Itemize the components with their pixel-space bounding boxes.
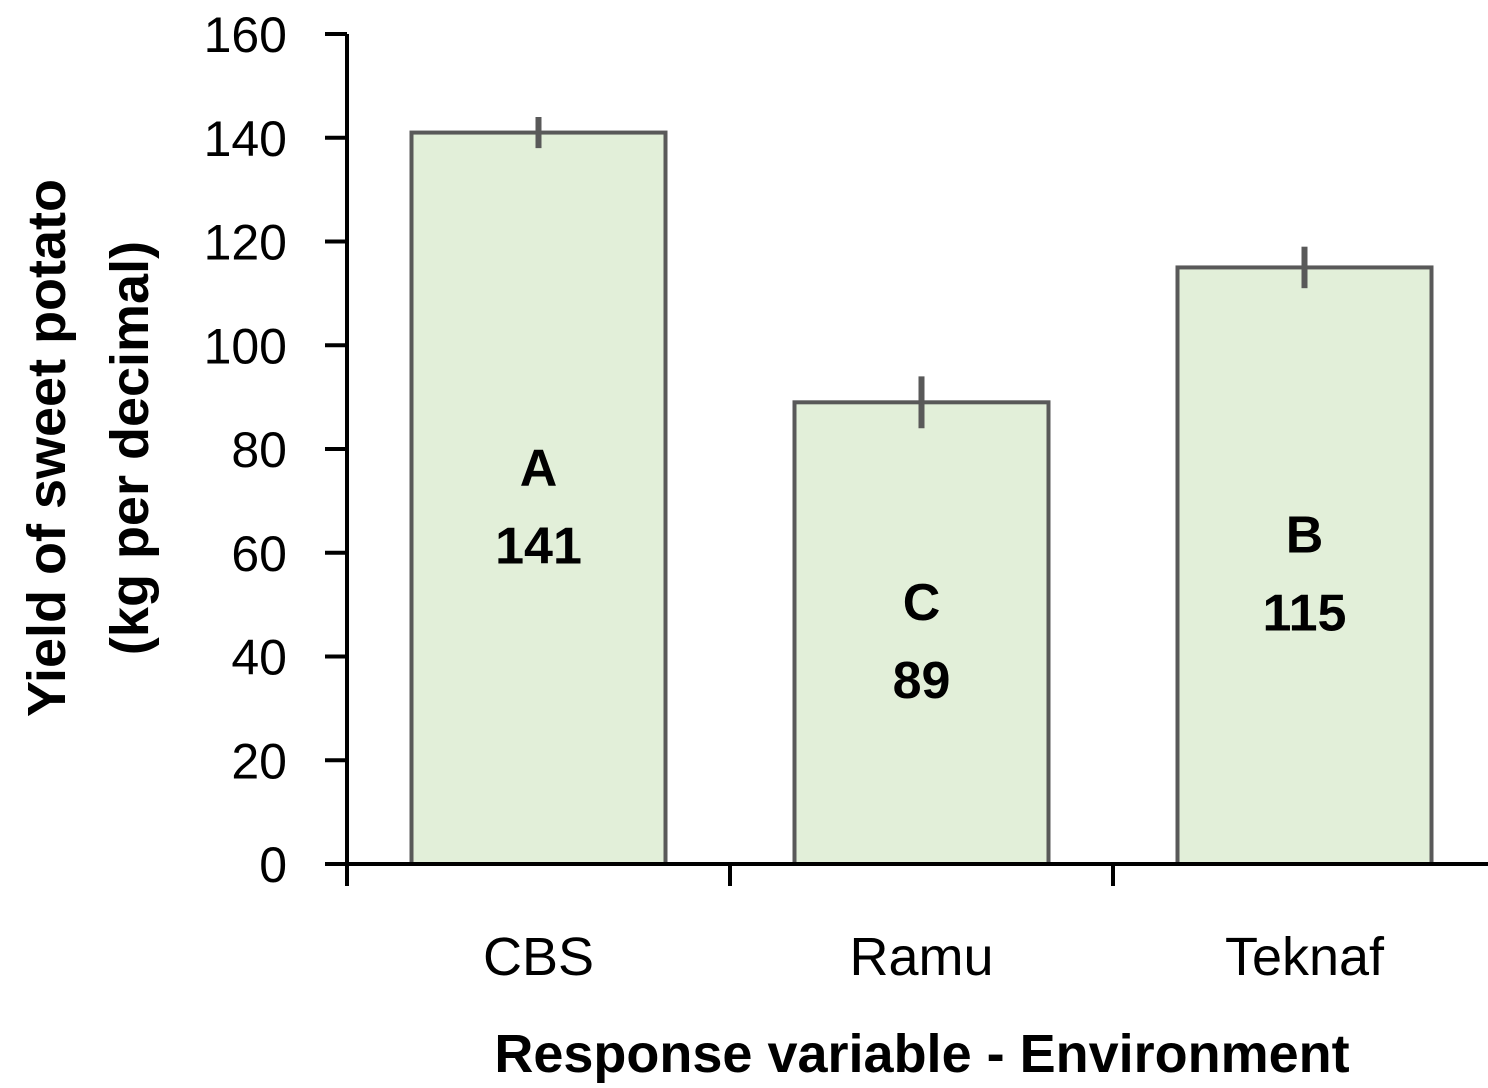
y-tick-label-0: 0	[259, 837, 287, 893]
y-tick-label-60: 60	[231, 526, 287, 582]
x-tick-label-teknaf: Teknaf	[1225, 927, 1385, 987]
x-tick-label-cbs: CBS	[483, 927, 594, 987]
y-tick-label-120: 120	[204, 215, 287, 271]
bars-group: A 141 C 89 B 115	[409, 117, 1434, 866]
y-tick-label-80: 80	[231, 422, 287, 478]
y-tick-label-100: 100	[204, 318, 287, 374]
y-tick-label-140: 140	[204, 111, 287, 167]
bar-cbs	[409, 130, 668, 866]
bar-teknaf	[1175, 265, 1434, 866]
bar-value-label-teknaf: 115	[1263, 585, 1347, 643]
y-axis-title-line2: (kg per decimal)	[100, 241, 160, 655]
axes-group: CBS Ramu Teknaf 0 20 40 60 80 100 120 140 160	[204, 7, 1488, 987]
bar-letter-ramu: C	[903, 574, 941, 632]
y-tick-label-20: 20	[231, 733, 287, 789]
bar-value-label-ramu: 89	[893, 652, 951, 710]
y-tick-label-160: 160	[204, 7, 287, 63]
x-axis-title: Response variable - Environment	[494, 1024, 1349, 1084]
bar-letter-cbs: A	[520, 439, 558, 497]
y-tick-label-40: 40	[231, 630, 287, 686]
bar-value-label-cbs: 141	[495, 517, 582, 575]
bar-ramu	[792, 400, 1051, 866]
y-axis-title-line1: Yield of sweet potato	[17, 179, 77, 717]
x-tick-label-ramu: Ramu	[849, 927, 993, 987]
bar-letter-teknaf: B	[1286, 507, 1324, 565]
